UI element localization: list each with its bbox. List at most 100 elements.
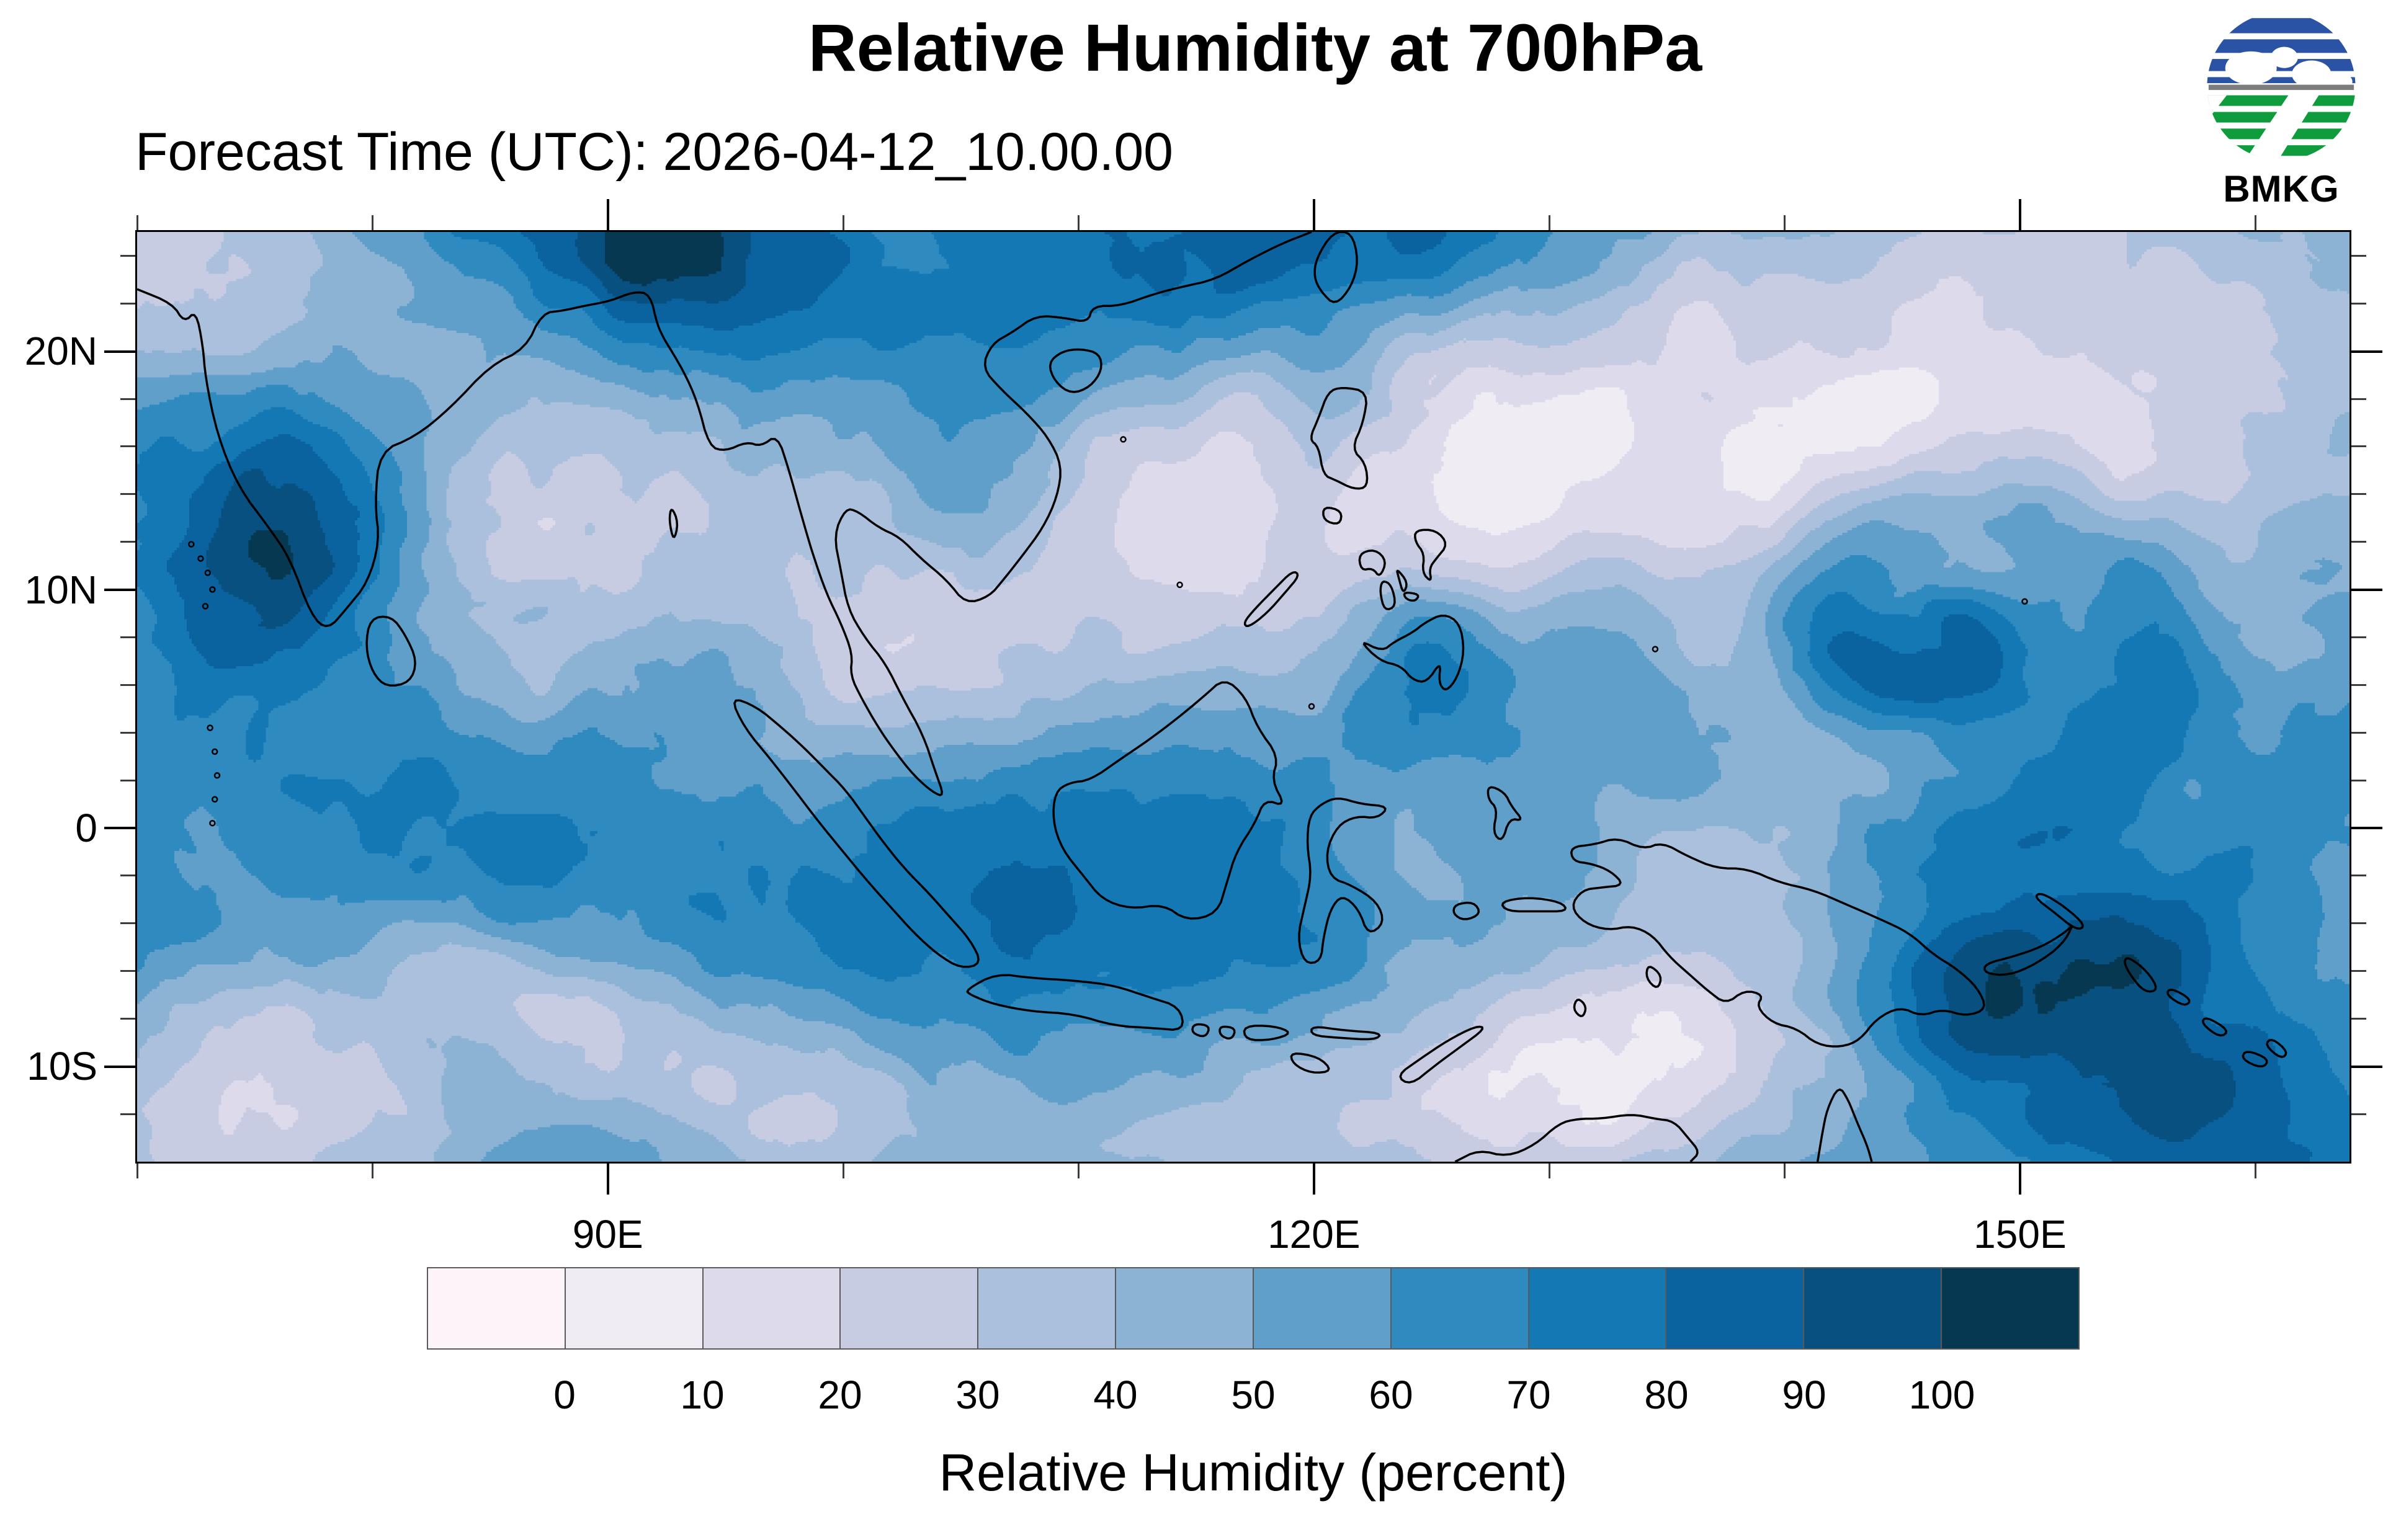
lat-tick-right bbox=[2351, 398, 2366, 400]
lon-tick-top bbox=[136, 215, 138, 230]
lat-tick-left bbox=[120, 731, 135, 734]
coastline-mindoro bbox=[1322, 507, 1343, 525]
lat-tick-right bbox=[2351, 1065, 2382, 1068]
lat-tick-right bbox=[2351, 493, 2366, 496]
lat-tick-right bbox=[2351, 541, 2366, 543]
coastline-choiseul bbox=[2166, 989, 2191, 1006]
lat-tick-right bbox=[2351, 589, 2382, 592]
island-dot bbox=[188, 541, 195, 548]
coastline-hainan bbox=[1048, 348, 1102, 393]
coastline-seram bbox=[1501, 897, 1567, 913]
coastline-guadalcanal bbox=[2242, 1051, 2268, 1068]
coastline-sulawesi bbox=[1298, 798, 1387, 964]
coastline-tanimbar bbox=[1573, 999, 1587, 1018]
lon-tick-top bbox=[1784, 215, 1786, 230]
lon-tick-bottom bbox=[607, 1164, 610, 1195]
lat-tick-right bbox=[2351, 350, 2382, 353]
coastline-mindanao bbox=[1362, 615, 1465, 691]
coastline-new-ireland bbox=[2035, 892, 2084, 930]
lon-tick-top bbox=[2019, 199, 2022, 230]
colorbar-cell-2 bbox=[703, 1268, 841, 1348]
lon-tick-top bbox=[1548, 215, 1550, 230]
coastline-new-guinea bbox=[1570, 838, 1985, 1048]
lon-tick-bottom bbox=[1548, 1164, 1550, 1178]
colorbar-tick-label-0: 0 bbox=[553, 1373, 576, 1417]
island-dot bbox=[204, 569, 212, 576]
lat-tick-left bbox=[104, 1065, 135, 1068]
colorbar-cell-8 bbox=[1529, 1268, 1667, 1348]
island-dot bbox=[207, 724, 213, 731]
coastline-santa-isabel bbox=[2202, 1017, 2228, 1037]
x-axis-label-90E: 90E bbox=[572, 1212, 643, 1257]
coastline-aru bbox=[1645, 966, 1662, 988]
lon-tick-top bbox=[1313, 199, 1316, 230]
coastline-borneo bbox=[1052, 681, 1283, 920]
island-dot bbox=[211, 796, 218, 803]
lon-tick-bottom bbox=[1784, 1164, 1786, 1178]
lat-tick-right bbox=[2351, 1017, 2366, 1020]
lon-tick-bottom bbox=[2254, 1164, 2256, 1178]
coastline-sumatra bbox=[733, 699, 980, 968]
lat-tick-left bbox=[120, 1017, 135, 1020]
map-panel: 20N 10N 0 10S 90E 120E 150E bbox=[25, 199, 2382, 1257]
coastline-new-britain bbox=[1983, 925, 2073, 976]
coastline-samar-leyte bbox=[1414, 528, 1447, 581]
colorbar-cell-6 bbox=[1253, 1268, 1392, 1348]
lat-tick-left bbox=[104, 350, 135, 353]
lat-tick-right bbox=[2351, 1113, 2366, 1115]
lon-tick-top bbox=[371, 215, 373, 230]
coastline-lombok bbox=[1218, 1025, 1236, 1040]
lat-tick-left bbox=[120, 779, 135, 781]
colorbar bbox=[427, 1267, 2080, 1350]
coastline-sumba bbox=[1290, 1053, 1330, 1074]
forecast-time-label: Forecast Time (UTC): 2026-04-12_10.00.00 bbox=[135, 122, 1174, 182]
colorbar-tick-label-20: 20 bbox=[818, 1373, 862, 1417]
x-axis-label-120E: 120E bbox=[1268, 1212, 1361, 1257]
lon-tick-bottom bbox=[842, 1164, 844, 1178]
coastline-india bbox=[137, 288, 666, 628]
coastline-luzon bbox=[1310, 387, 1369, 490]
lat-tick-left bbox=[120, 636, 135, 638]
lat-tick-right bbox=[2351, 827, 2382, 830]
colorbar-tick-label-10: 10 bbox=[680, 1373, 725, 1417]
lat-tick-right bbox=[2351, 779, 2366, 781]
lat-tick-right bbox=[2351, 970, 2366, 972]
colorbar-tick-label-30: 30 bbox=[955, 1373, 1000, 1417]
colorbar-tick-label-50: 50 bbox=[1231, 1373, 1276, 1417]
lat-tick-left bbox=[120, 683, 135, 686]
colorbar-tick-label-100: 100 bbox=[1908, 1373, 1975, 1417]
coastline-cape-york bbox=[1816, 1088, 1873, 1162]
lat-tick-left bbox=[120, 398, 135, 400]
coastline-buru bbox=[1452, 901, 1480, 920]
lat-tick-left bbox=[120, 970, 135, 972]
lat-tick-left bbox=[120, 493, 135, 496]
island-dot bbox=[211, 748, 218, 755]
page-title: Relative Humidity at 700hPa bbox=[808, 10, 1702, 85]
colorbar-cell-3 bbox=[841, 1268, 979, 1348]
colorbar-tick-label-40: 40 bbox=[1093, 1373, 1138, 1417]
lat-tick-right bbox=[2351, 254, 2366, 257]
bmkg-logo-icon bbox=[2207, 12, 2356, 161]
coastline-malaita bbox=[2266, 1038, 2287, 1058]
lat-tick-right bbox=[2351, 683, 2366, 686]
coastline-bohol bbox=[1403, 592, 1420, 602]
colorbar-cell-10 bbox=[1804, 1268, 1943, 1348]
coastline-timor bbox=[1399, 1025, 1484, 1084]
lat-tick-left bbox=[120, 922, 135, 925]
lat-tick-left bbox=[120, 302, 135, 305]
coastline-taiwan bbox=[1313, 232, 1358, 303]
colorbar-cell-9 bbox=[1666, 1268, 1805, 1348]
lon-tick-top bbox=[2254, 215, 2256, 230]
colorbar-tick-label-90: 90 bbox=[1782, 1373, 1826, 1417]
coastline-sri-lanka bbox=[365, 615, 416, 687]
lat-tick-right bbox=[2351, 875, 2366, 877]
lon-tick-bottom bbox=[1077, 1164, 1080, 1178]
island-dot bbox=[2021, 598, 2028, 605]
colorbar-cell-5 bbox=[1116, 1268, 1254, 1348]
coastline-palawan bbox=[1243, 571, 1299, 627]
lat-tick-left bbox=[120, 254, 135, 257]
lon-tick-bottom bbox=[1313, 1164, 1316, 1195]
island-dot bbox=[209, 586, 216, 593]
coastline-andaman bbox=[668, 509, 679, 538]
coastline-indochina-malaya-vietnam-china bbox=[663, 232, 1312, 796]
